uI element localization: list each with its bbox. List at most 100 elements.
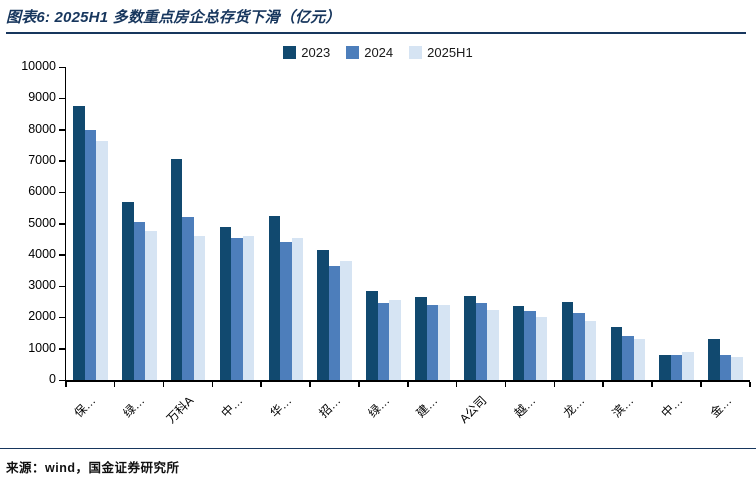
x-axis-tick-mark — [749, 382, 751, 387]
y-axis-tick-mark — [59, 348, 65, 350]
bar-2024 — [84, 129, 97, 380]
bar-group — [701, 67, 750, 380]
x-axis-tick-mark — [65, 382, 67, 387]
x-axis-tick-mark — [602, 382, 604, 387]
x-axis-category-label: 万科A — [163, 393, 197, 426]
y-axis-tick-label: 1000 — [28, 340, 56, 355]
bar-group — [603, 67, 652, 380]
legend-item-2023: 2023 — [283, 45, 330, 60]
bar-2023 — [659, 354, 671, 380]
x-axis-category-label: 金… — [707, 393, 734, 421]
legend-swatch-icon — [283, 45, 297, 59]
x-axis-tick-mark — [260, 382, 262, 387]
y-axis-tick-mark — [59, 316, 65, 319]
legend-item-2024: 2024 — [346, 45, 393, 60]
y-axis-tick-label: 10000 — [21, 59, 56, 73]
bar-2023 — [464, 295, 476, 380]
y-axis-tick-mark — [59, 160, 65, 162]
bar-2023 — [415, 297, 427, 380]
x-axis-tick-mark — [358, 382, 360, 387]
x-axis-tick-mark — [407, 382, 409, 387]
bar-group — [213, 67, 262, 380]
x-axis-tick-mark — [455, 382, 458, 387]
bar-2025H1 — [242, 236, 255, 380]
x-axis-tick-mark — [651, 382, 653, 387]
x-axis-category-label: 招… — [316, 393, 344, 421]
figure-title: 图表6: 2025H1 多数重点房企总存货下滑（亿元） — [6, 9, 341, 26]
bar-2025H1 — [731, 356, 743, 380]
bar-2023 — [73, 106, 85, 380]
bar-group — [359, 67, 408, 380]
bar-group — [555, 67, 604, 380]
x-axis-category-label: 龙… — [560, 393, 588, 421]
x-axis-category-label: 中… — [218, 393, 246, 421]
x-axis-tick-mark — [162, 382, 165, 387]
figure-header: 图表6: 2025H1 多数重点房企总存货下滑（亿元） — [0, 0, 756, 34]
bar-2024 — [573, 312, 585, 380]
x-axis-category-label: 华… — [267, 393, 295, 421]
legend-swatch-icon — [346, 45, 360, 59]
bar-2024 — [426, 304, 439, 380]
x-axis-tick-mark — [700, 382, 702, 387]
bar-2023 — [170, 159, 183, 380]
bar-2023 — [122, 201, 134, 380]
title-divider — [6, 32, 746, 34]
bar-group — [261, 67, 310, 380]
bar-2025H1 — [340, 261, 352, 380]
bar-group — [652, 67, 701, 380]
bar-2025H1 — [96, 140, 108, 380]
y-axis-tick-label: 4000 — [28, 246, 56, 261]
x-axis-category-label: 越… — [511, 393, 539, 421]
bar-2024 — [524, 311, 536, 380]
y-axis-tick-mark — [59, 254, 65, 256]
bar-2025H1 — [438, 304, 450, 380]
bar-2023 — [708, 339, 720, 380]
bar-2025H1 — [291, 237, 304, 380]
bar-2024 — [182, 217, 194, 380]
bar-2025H1 — [535, 317, 548, 380]
chart-plot-wrapper: 0 1000 2000 3000 4000 5000 6000 7000 8000 9000 100… — [0, 59, 756, 437]
x-axis-tick-mark — [504, 382, 507, 387]
bar-groups — [66, 67, 750, 380]
bar-2025H1 — [633, 339, 646, 380]
bar-group — [457, 67, 506, 380]
legend-label: 2025H1 — [427, 44, 473, 60]
x-axis-category-label: A公司 — [457, 393, 490, 426]
bar-2023 — [268, 215, 281, 380]
source-note: 来源：wind，国金证券研究所 — [6, 461, 180, 475]
bar-2024 — [670, 355, 683, 380]
bar-2024 — [622, 336, 634, 380]
x-axis-category-label: 绿… — [120, 393, 148, 421]
y-axis-tick-label: 2000 — [28, 309, 56, 324]
x-axis-tick-mark — [211, 382, 214, 387]
x-axis-tick-mark — [309, 382, 311, 387]
y-axis-tick-label: 9000 — [28, 90, 56, 105]
x-axis-category-label: 滨… — [609, 393, 637, 421]
y-axis-tick-mark — [59, 129, 65, 131]
bar-2023 — [561, 301, 574, 380]
bar-2023 — [317, 250, 329, 380]
y-axis-tick-label: 6000 — [28, 184, 56, 199]
bar-2024 — [328, 265, 341, 380]
bar-2023 — [366, 290, 378, 380]
y-axis-tick-label: 5000 — [28, 215, 56, 230]
bar-group — [506, 67, 555, 380]
x-axis-category-label: 绿… — [365, 393, 392, 421]
bar-group — [66, 67, 115, 380]
x-axis-category-label: 保… — [71, 393, 99, 421]
bar-2025H1 — [487, 309, 499, 380]
plot-area — [65, 67, 750, 382]
y-axis-tick-mark — [59, 223, 65, 225]
y-axis-tick-label: 8000 — [28, 121, 56, 136]
legend-item-2025H1: 2025H1 — [409, 45, 473, 60]
bar-2024 — [231, 237, 243, 380]
bar-2025H1 — [584, 320, 597, 380]
bar-2023 — [512, 306, 525, 380]
bar-2024 — [133, 221, 146, 380]
bar-group — [115, 67, 164, 380]
bar-2024 — [719, 354, 732, 380]
bar-2025H1 — [193, 236, 206, 380]
bar-group — [164, 67, 213, 380]
legend-label: 2024 — [364, 44, 394, 60]
